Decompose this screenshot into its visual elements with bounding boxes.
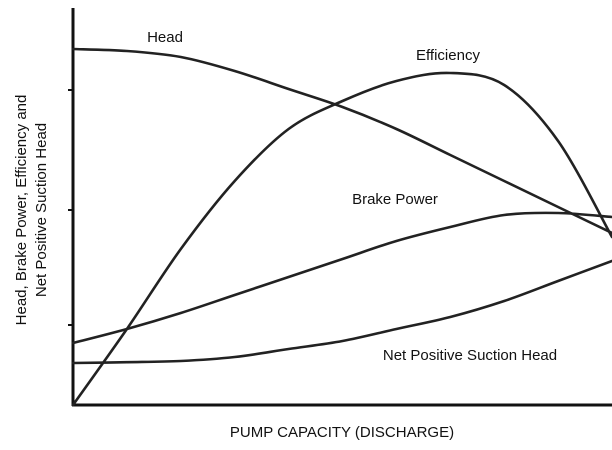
x-axis-label: PUMP CAPACITY (DISCHARGE): [230, 424, 454, 441]
curve: [71, 71, 612, 407]
curve-label: Net Positive Suction Head: [383, 347, 557, 364]
curve: [71, 259, 612, 365]
y-axis-label: Head, Brake Power, Efficiency and: [13, 95, 30, 326]
curve-label: Brake Power: [352, 191, 438, 208]
y-axis-label: Net Positive Suction Head: [33, 123, 50, 297]
curve-label: Efficiency: [416, 47, 480, 64]
curve: [71, 47, 612, 235]
curve: [71, 211, 612, 345]
curve-label: Head: [147, 29, 183, 46]
